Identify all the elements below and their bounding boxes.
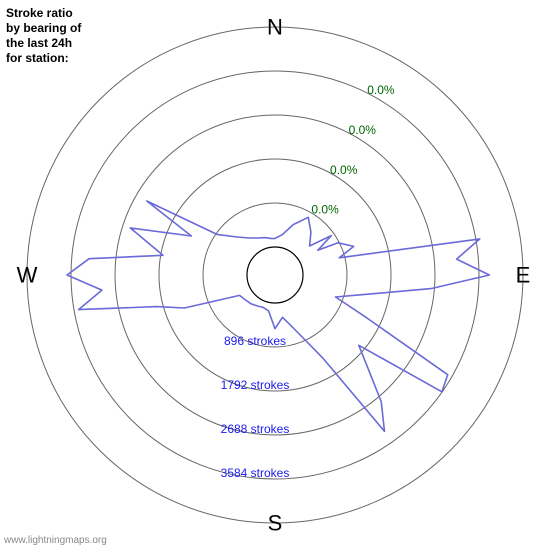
pct-ring-label: 0.0%: [367, 83, 395, 97]
pct-ring-label: 0.0%: [311, 203, 339, 217]
center-hub: [247, 247, 303, 303]
stroke-labels: 896 strokes 1792 strokes 2688 strokes 3584 …: [221, 334, 290, 480]
polar-chart: N E S W 0.0% 0.0% 0.0% 0.0% 896 strokes 1792 st…: [0, 0, 550, 550]
pct-ring-label: 0.0%: [330, 163, 358, 177]
attribution: www.lightningmaps.org: [4, 535, 107, 546]
cardinal-w: W: [17, 263, 38, 288]
pct-ring-label: 0.0%: [349, 123, 377, 137]
stroke-ring-label: 2688 strokes: [221, 422, 290, 436]
cardinal-n: N: [267, 15, 283, 40]
stroke-ring-label: 1792 strokes: [221, 378, 290, 392]
cardinal-e: E: [516, 263, 531, 288]
cardinal-s: S: [268, 511, 283, 536]
stroke-ring-label: 3584 strokes: [221, 466, 290, 480]
rose-polygon: [67, 201, 489, 431]
pct-labels: 0.0% 0.0% 0.0% 0.0%: [311, 83, 394, 217]
stroke-ring-label: 896 strokes: [224, 334, 286, 348]
